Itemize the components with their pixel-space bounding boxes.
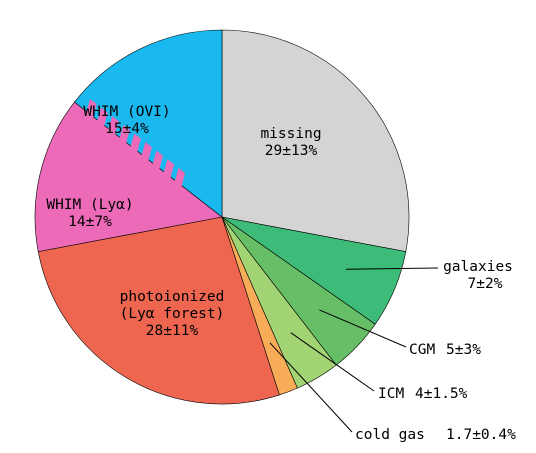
slice-label-galaxies: galaxies	[443, 259, 513, 275]
slice-label-photoionized-2: (Lyα forest)	[120, 306, 225, 322]
slice-label-whim-ovi: WHIM (OVI)	[83, 104, 170, 120]
hatch-stripe	[171, 167, 186, 199]
hatch-stripe	[160, 159, 175, 190]
slice-value-cold-gas: 1.7±0.4%	[446, 427, 516, 443]
slice-value-whim-ovi: 15±4%	[105, 121, 149, 137]
slice-label-missing: missing	[260, 126, 321, 142]
hatch-stripe	[149, 150, 163, 181]
leader-line-cold-gas	[269, 342, 353, 433]
slice-whim-ly	[34, 101, 223, 252]
slice-label-whim-lya: WHIM (Lyα)	[46, 197, 133, 213]
slice-label-cgm: CGM	[409, 342, 435, 358]
slice-value-missing: 29±13%	[265, 143, 318, 159]
leader-line-cgm	[319, 309, 407, 348]
leader-line-icm	[290, 332, 375, 392]
slice-label-photoionized: photoionized	[120, 289, 225, 305]
leader-lines	[269, 267, 439, 433]
pie-slices	[34, 29, 410, 405]
hatch-stripe	[138, 142, 152, 173]
slice-value-icm: 4±1.5%	[415, 386, 468, 402]
slice-whim-ovi	[74, 29, 223, 218]
hatch-stripe	[83, 98, 97, 130]
slice-value-whim-lya: 14±7%	[68, 214, 112, 230]
leader-line-galaxies	[346, 267, 439, 270]
hatch-stripe	[105, 116, 119, 147]
hatch-stripe	[94, 107, 108, 138]
slice-photoionized-ly-forest	[37, 216, 280, 405]
slice-label-icm: ICM	[378, 386, 404, 402]
hatch-band	[83, 98, 186, 199]
slice-value-galaxies: 7±2%	[468, 276, 503, 292]
hatch-stripe	[127, 133, 141, 164]
slice-label-cold-gas: cold gas	[355, 427, 425, 443]
slice-value-cgm: 5±3%	[446, 342, 481, 358]
slice-value-photoionized: 28±11%	[146, 323, 199, 339]
slice-missing	[221, 29, 410, 252]
hatch-stripe	[116, 124, 130, 155]
